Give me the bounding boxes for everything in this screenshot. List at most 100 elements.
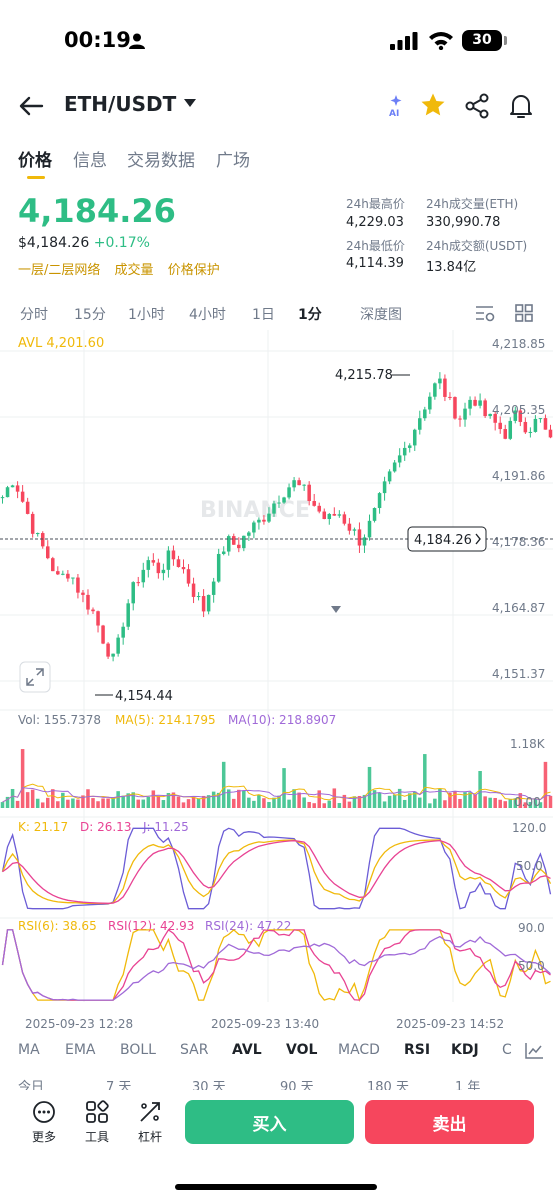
interval-1h[interactable]: 1小时 [128, 307, 165, 323]
more-button[interactable]: 更多 [24, 1100, 64, 1145]
candle-body [106, 643, 110, 657]
volume-bar [136, 799, 141, 808]
interval-1m[interactable]: 1分 [298, 307, 322, 323]
layout-grid-icon[interactable] [515, 304, 533, 322]
volume-bar [25, 792, 30, 808]
volume-bar [196, 798, 201, 808]
ind-sar[interactable]: SAR [180, 1042, 209, 1058]
indicator-chart-icon[interactable] [524, 1042, 544, 1060]
range-1y[interactable]: 1 年 [455, 1080, 481, 1092]
ind-rsi[interactable]: RSI [404, 1042, 431, 1058]
ind-macd[interactable]: MACD [338, 1042, 380, 1058]
buy-button[interactable]: 买入 [185, 1100, 354, 1144]
indicator-tabs: MA EMA BOLL SAR AVL VOL MACD RSI KDJ C [0, 1040, 553, 1064]
interval-timeline[interactable]: 分时 [20, 307, 48, 323]
leverage-button[interactable]: 杠杆 [130, 1100, 170, 1145]
volume-bar [402, 799, 407, 808]
candle-body [402, 447, 407, 456]
range-90d[interactable]: 90 天 [280, 1080, 314, 1092]
volume-bar [458, 798, 462, 808]
tab-price[interactable]: 价格 [18, 151, 52, 171]
favorite-star-icon[interactable] [420, 92, 446, 118]
range-180d[interactable]: 180 天 [367, 1080, 409, 1092]
tag-layer-network[interactable]: 一层/二层网络 [18, 263, 101, 278]
kdj-j-label: J: 11.25 [142, 820, 189, 834]
expand-chart-icon[interactable] [19, 661, 51, 693]
volume-bar [15, 800, 20, 808]
candle-body [10, 485, 15, 488]
volume-bar [533, 798, 538, 808]
caret-down-icon[interactable] [184, 98, 196, 108]
interval-depth[interactable]: 深度图 [360, 307, 402, 323]
vol-label: Vol: 155.7378 [18, 713, 101, 727]
volume-bar [226, 789, 231, 808]
ind-vol[interactable]: VOL [286, 1042, 318, 1058]
current-price-tag: 4,184.26 [407, 526, 487, 552]
volume-bar [141, 799, 146, 808]
vol-ma5-label: MA(5): 214.1795 [115, 713, 216, 727]
candle-body [443, 378, 447, 397]
candle-body [272, 503, 276, 514]
candle-body [15, 485, 20, 492]
volume-bar [86, 789, 90, 808]
ai-assistant-icon[interactable]: AI [386, 94, 406, 118]
tag-price-protection[interactable]: 价格保护 [167, 263, 220, 278]
tools-button[interactable]: 工具 [77, 1100, 117, 1145]
indicator-settings-icon[interactable] [475, 304, 495, 322]
ind-more[interactable]: C [502, 1042, 512, 1058]
candle-body [61, 573, 65, 575]
tag-volume[interactable]: 成交量 [114, 263, 154, 278]
tab-info[interactable]: 信息 [73, 151, 107, 171]
volume-bar [232, 798, 236, 808]
interval-1d[interactable]: 1日 [252, 307, 275, 323]
ind-kdj[interactable]: KDJ [451, 1042, 479, 1058]
tab-square[interactable]: 广场 [216, 151, 250, 171]
candle-body [237, 544, 241, 549]
candle-body [312, 501, 316, 506]
range-today[interactable]: 今日 [18, 1080, 45, 1092]
candle-body [247, 532, 251, 536]
candle-body [76, 577, 80, 593]
candle-body [367, 520, 372, 538]
candle-body [327, 513, 332, 520]
back-arrow-icon[interactable] [18, 94, 44, 118]
ind-ema[interactable]: EMA [65, 1042, 96, 1058]
tab-trading-data[interactable]: 交易数据 [127, 151, 195, 171]
range-30d[interactable]: 30 天 [192, 1080, 226, 1092]
more-icon [33, 1101, 55, 1123]
candle-body [71, 577, 75, 579]
share-icon[interactable] [464, 93, 490, 119]
volume-bar [543, 761, 548, 808]
battery-tip [504, 36, 507, 45]
kdj-tick-max: 120.0 [512, 821, 546, 835]
ind-boll[interactable]: BOLL [120, 1042, 156, 1058]
candle-body [91, 609, 95, 612]
notification-bell-icon[interactable] [508, 92, 534, 120]
volume-bar [473, 794, 477, 808]
volume-bar [161, 800, 166, 808]
candle-body [166, 550, 171, 570]
range-7d[interactable]: 7 天 [106, 1080, 132, 1092]
interval-caret-icon[interactable] [331, 606, 341, 613]
ind-ma[interactable]: MA [18, 1042, 40, 1058]
pair-title[interactable]: ETH/USDT [64, 92, 177, 116]
candle-body [488, 413, 492, 417]
ind-avl[interactable]: AVL [232, 1042, 262, 1058]
volume-bar [327, 800, 332, 808]
candle-body [242, 535, 246, 549]
battery-indicator: 30 [462, 30, 502, 51]
interval-15m[interactable]: 15分 [74, 307, 106, 323]
sell-button[interactable]: 卖出 [365, 1100, 534, 1144]
volume-bar [111, 797, 115, 808]
volume-bar [106, 798, 110, 808]
candle-body [392, 462, 397, 472]
kline-chart[interactable]: AVL 4,201.60 BINANCE 4,218.85 4,205.35 4,1… [0, 330, 553, 1040]
interval-4h[interactable]: 4小时 [189, 307, 226, 323]
candle-body [412, 429, 417, 446]
candle-body [151, 560, 156, 563]
candle-body [176, 559, 181, 568]
status-time: 00:19 [64, 28, 131, 52]
volume-bar [287, 799, 291, 808]
candle-body [196, 596, 201, 598]
candle-body [397, 455, 402, 463]
